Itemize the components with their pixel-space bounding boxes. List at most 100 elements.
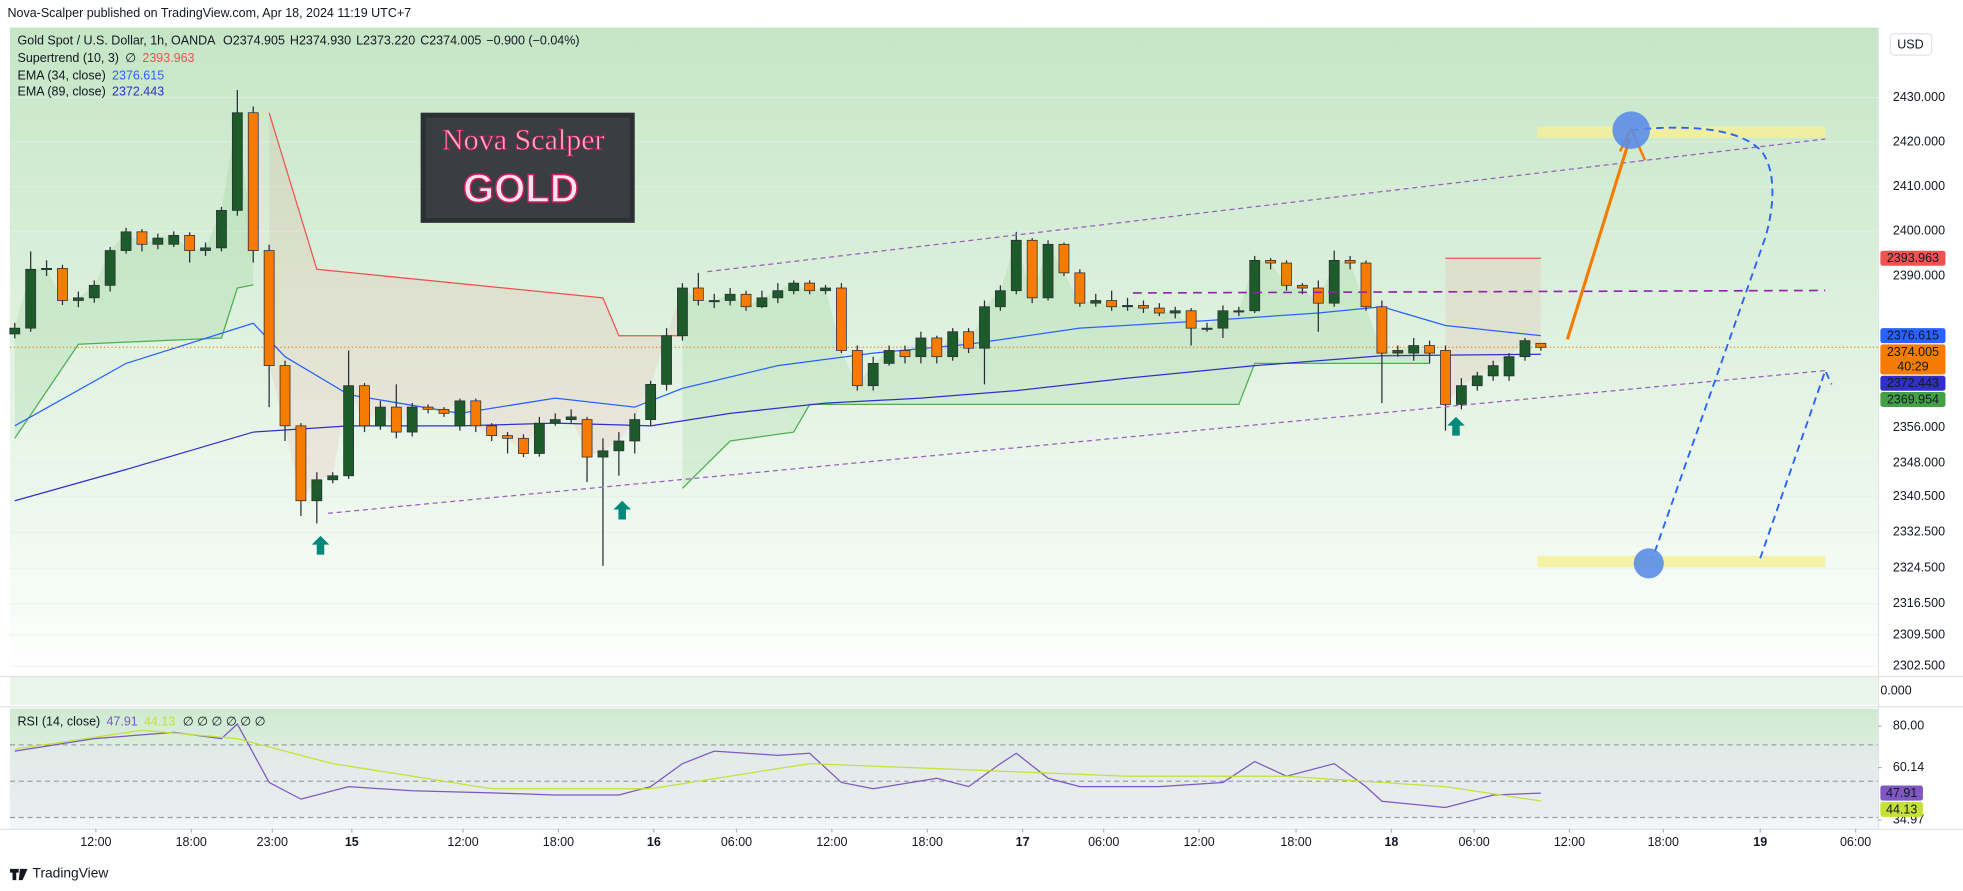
candle-body	[883, 350, 895, 364]
candle-body	[979, 306, 990, 349]
currency-button[interactable]	[1889, 33, 1933, 56]
candle-body	[613, 440, 625, 452]
candle-body	[136, 231, 148, 245]
candle-body	[438, 408, 450, 414]
price-axis-label-box	[1880, 328, 1946, 344]
candle-body	[1074, 272, 1086, 304]
candle-body	[645, 383, 657, 420]
buy-signal	[311, 535, 330, 555]
candle-body	[216, 210, 227, 249]
logo-line1: Nova Scalper	[442, 124, 605, 157]
candle-body	[279, 365, 291, 427]
candle-body	[1026, 239, 1038, 299]
candle-body	[692, 287, 704, 301]
projection-arrow	[1565, 137, 1632, 340]
candle-body	[629, 419, 641, 442]
candle-body	[899, 350, 911, 358]
ema-line	[14, 306, 1541, 427]
candle-body	[867, 363, 879, 387]
x-tick-label: 12:00	[447, 835, 478, 849]
rsi-line	[14, 723, 1541, 809]
x-tick-label: 16	[647, 835, 661, 849]
candle-body	[247, 112, 259, 251]
candle-body	[947, 331, 959, 358]
x-tick-label: 18:00	[176, 835, 207, 849]
y-tick-label: 2410.000	[1893, 179, 1945, 193]
x-tick-label: 18:00	[912, 835, 943, 849]
y-tick-label: 2340.500	[1893, 489, 1945, 503]
price-axis-label: 2393.963	[1887, 251, 1939, 265]
ohlc-value: 2374.005	[429, 34, 481, 48]
y-tick-label: 2420.000	[1893, 134, 1945, 148]
rsi-tick-label: 60.14	[1893, 760, 1924, 774]
candle-body	[168, 235, 180, 245]
ohlc-value: 2373.220	[363, 34, 415, 48]
projection-path	[1631, 126, 1833, 559]
y-tick-label: 2316.500	[1893, 596, 1945, 610]
candle-body	[1440, 350, 1451, 405]
candle-body	[406, 406, 418, 433]
candle-body	[740, 293, 752, 308]
candle-body	[820, 287, 831, 292]
rsi-line	[14, 729, 1541, 802]
indicator-value: 2393.963	[142, 51, 194, 65]
price-axis-label-box	[1880, 250, 1946, 266]
buy-signal	[613, 500, 631, 520]
x-tick-label: 06:00	[1458, 835, 1489, 849]
candle-body	[231, 112, 243, 211]
candle-body	[804, 282, 815, 292]
candle-body	[677, 287, 688, 337]
price-axis-label-box	[1880, 344, 1946, 375]
rsi-axis-label: 44.13	[1886, 802, 1917, 816]
candle-body	[788, 282, 800, 292]
target-circle	[1612, 111, 1651, 149]
candle-body	[1233, 310, 1245, 313]
candle-body	[851, 350, 863, 387]
price-axis-label-box	[1880, 392, 1946, 408]
empty-pane-label: 0.000	[1880, 683, 1911, 697]
candle-body	[836, 287, 847, 351]
candle-body	[343, 385, 354, 477]
channel-upper	[707, 138, 1826, 273]
candle-body	[1328, 259, 1340, 304]
candle-body	[1106, 300, 1118, 308]
channel-lower	[327, 369, 1826, 514]
candle-body	[470, 400, 482, 427]
candle-body	[549, 419, 561, 424]
ohlc-value: 2374.905	[233, 34, 285, 48]
y-tick-label: 2302.500	[1893, 659, 1945, 673]
marks: 2430.000 2420.000 2410.000 2400.000 2390.000…	[9, 90, 1946, 849]
candle-body	[1153, 307, 1165, 314]
candle-body	[1424, 345, 1435, 354]
x-tick-label: 17	[1016, 835, 1030, 849]
rsi-axis-label-box	[1880, 785, 1923, 801]
rsi-legend: RSI (14, close) 47.91 44.13 ∅ ∅ ∅ ∅ ∅ ∅	[18, 715, 266, 729]
candle-body	[1455, 385, 1467, 405]
candle-body	[915, 337, 927, 358]
x-tick-label: 12:00	[80, 835, 111, 849]
indicator-flags: ∅ ∅ ∅ ∅ ∅ ∅	[183, 715, 266, 729]
indicator-value: 2376.615	[112, 69, 164, 83]
candle-body	[25, 268, 37, 329]
rsi-axis-label: 47.91	[1886, 786, 1917, 800]
y-tick-label: 2430.000	[1893, 90, 1945, 104]
currency[interactable]: USD	[1897, 37, 1923, 51]
candle-body	[1535, 342, 1547, 348]
tv-logo	[10, 868, 28, 881]
candle-body	[963, 331, 974, 349]
ema-legend: EMA (89, close) 2372.443	[18, 85, 165, 99]
ohlc-value: 2374.930	[299, 34, 351, 48]
change: −0.900 (−0.04%)	[486, 34, 579, 48]
candle-body	[1058, 243, 1070, 274]
candle-body	[1122, 305, 1133, 308]
y-tick-label: 2324.500	[1893, 560, 1945, 574]
supertrend-line	[268, 112, 683, 337]
candle-body	[1201, 327, 1213, 330]
symbol-title: Gold Spot / U.S. Dollar, 1h, OANDA	[18, 34, 217, 48]
x-tick-label: 06:00	[1840, 835, 1871, 849]
y-tick-label: 2348.000	[1893, 456, 1945, 470]
y-tick-label: 2390.000	[1893, 268, 1945, 282]
candle-body	[1392, 350, 1404, 354]
candle-body	[152, 237, 164, 245]
